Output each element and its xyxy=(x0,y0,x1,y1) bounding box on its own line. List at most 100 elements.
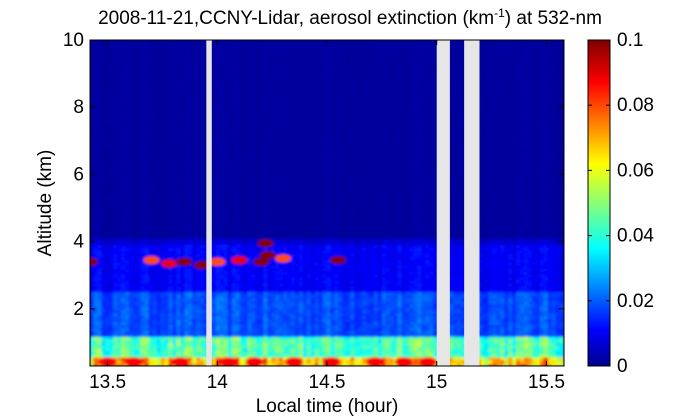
heatmap-cell xyxy=(535,297,541,302)
heatmap-cell xyxy=(354,255,360,260)
heatmap-cell xyxy=(129,297,134,302)
heatmap-cell xyxy=(318,326,324,331)
heatmap-cell xyxy=(164,270,170,275)
heatmap-cell xyxy=(385,264,391,269)
heatmap-cell xyxy=(373,312,379,317)
heatmap-cell xyxy=(192,270,198,275)
heatmap-cell xyxy=(504,303,510,308)
heatmap-cell xyxy=(516,350,522,355)
heatmap-cell xyxy=(263,303,269,308)
heatmap-cell xyxy=(448,273,454,278)
heatmap-cell xyxy=(239,329,245,334)
heatmap-cell xyxy=(346,288,352,293)
heatmap-cell xyxy=(200,362,206,366)
heatmap-cell xyxy=(298,353,304,358)
heatmap-cell xyxy=(164,246,170,251)
heatmap-cell xyxy=(488,246,494,251)
heatmap-cell xyxy=(314,309,320,314)
heatmap-cell xyxy=(90,241,95,245)
heatmap-cell xyxy=(314,276,320,281)
heatmap-cell xyxy=(338,359,344,364)
heatmap-cell xyxy=(362,309,367,314)
heatmap-cell xyxy=(338,267,344,272)
heatmap-cell xyxy=(275,362,281,366)
heatmap-cell xyxy=(448,279,454,284)
heatmap-cell xyxy=(480,300,486,305)
heatmap-cell xyxy=(283,321,288,326)
heatmap-cell xyxy=(354,297,360,302)
heatmap-cell xyxy=(148,264,154,269)
heatmap-cell xyxy=(283,270,288,275)
heatmap-cell xyxy=(338,282,344,287)
heatmap-cell xyxy=(247,303,253,308)
heatmap-cell xyxy=(496,273,502,278)
heatmap-cell xyxy=(172,335,178,340)
heatmap-cell xyxy=(283,329,288,334)
heatmap-cell xyxy=(255,291,261,296)
heatmap-cell xyxy=(397,347,403,352)
heatmap-cell xyxy=(362,246,367,251)
heatmap-cell xyxy=(413,306,419,311)
heatmap-cell xyxy=(172,249,178,254)
heatmap-cell xyxy=(136,335,142,340)
heatmap-cell xyxy=(267,267,273,272)
heatmap-cell xyxy=(267,279,273,284)
heatmap-cell xyxy=(520,326,525,331)
heatmap-cell xyxy=(263,282,269,287)
heatmap-cell xyxy=(500,294,506,299)
heatmap-cell xyxy=(531,306,537,311)
heatmap-cell xyxy=(504,252,510,257)
heatmap-cell xyxy=(354,332,360,337)
heatmap-cell xyxy=(547,324,553,328)
heatmap-cell xyxy=(559,252,564,257)
heatmap-cell xyxy=(369,338,375,343)
heatmap-cell xyxy=(393,243,399,248)
heatmap-cell xyxy=(524,356,529,361)
heatmap-cell xyxy=(310,282,316,287)
heatmap-cell xyxy=(460,359,466,364)
heatmap-cell xyxy=(318,267,324,272)
heatmap-cell xyxy=(227,288,233,293)
heatmap-cell xyxy=(211,315,217,320)
heatmap-cell xyxy=(504,288,510,293)
heatmap-cell xyxy=(294,285,300,290)
heatmap-cell xyxy=(152,300,158,305)
heatmap-cell xyxy=(369,276,375,281)
heatmap-cell xyxy=(227,324,233,328)
heatmap-cell xyxy=(243,294,249,299)
heatmap-cell xyxy=(460,252,466,257)
heatmap-cell xyxy=(385,294,391,299)
heatmap-cell xyxy=(164,294,170,299)
heatmap-cell xyxy=(504,356,510,361)
heatmap-cell xyxy=(417,318,423,323)
heatmap-cell xyxy=(310,246,316,251)
heatmap-cell xyxy=(346,303,352,308)
heatmap-cell xyxy=(255,309,261,314)
heatmap-cell xyxy=(318,252,324,257)
heatmap-cell xyxy=(338,300,344,305)
heatmap-cell xyxy=(211,321,217,326)
heatmap-cell xyxy=(524,338,529,343)
heatmap-cell xyxy=(524,353,529,358)
heatmap-cell xyxy=(176,264,182,269)
heatmap-cell xyxy=(421,324,427,328)
heatmap-cell xyxy=(326,279,332,284)
heatmap-cell xyxy=(290,241,296,245)
heatmap-cell xyxy=(524,359,529,364)
heatmap-cell xyxy=(500,350,506,355)
heatmap-cell xyxy=(512,279,518,284)
heatmap-cell xyxy=(543,270,549,275)
heatmap-cell xyxy=(113,347,119,352)
heatmap-cell xyxy=(381,246,387,251)
heatmap-cell xyxy=(90,255,95,260)
heatmap-cell xyxy=(259,291,265,296)
heatmap-cell xyxy=(389,279,395,284)
heatmap-cell xyxy=(508,321,514,326)
heatmap-cell xyxy=(180,267,186,272)
heatmap-cell xyxy=(524,288,529,293)
heatmap-cell xyxy=(555,264,561,269)
heatmap-cell xyxy=(508,344,514,349)
heatmap-cell xyxy=(172,338,178,343)
heatmap-cell xyxy=(326,341,332,346)
heatmap-cell xyxy=(239,303,245,308)
